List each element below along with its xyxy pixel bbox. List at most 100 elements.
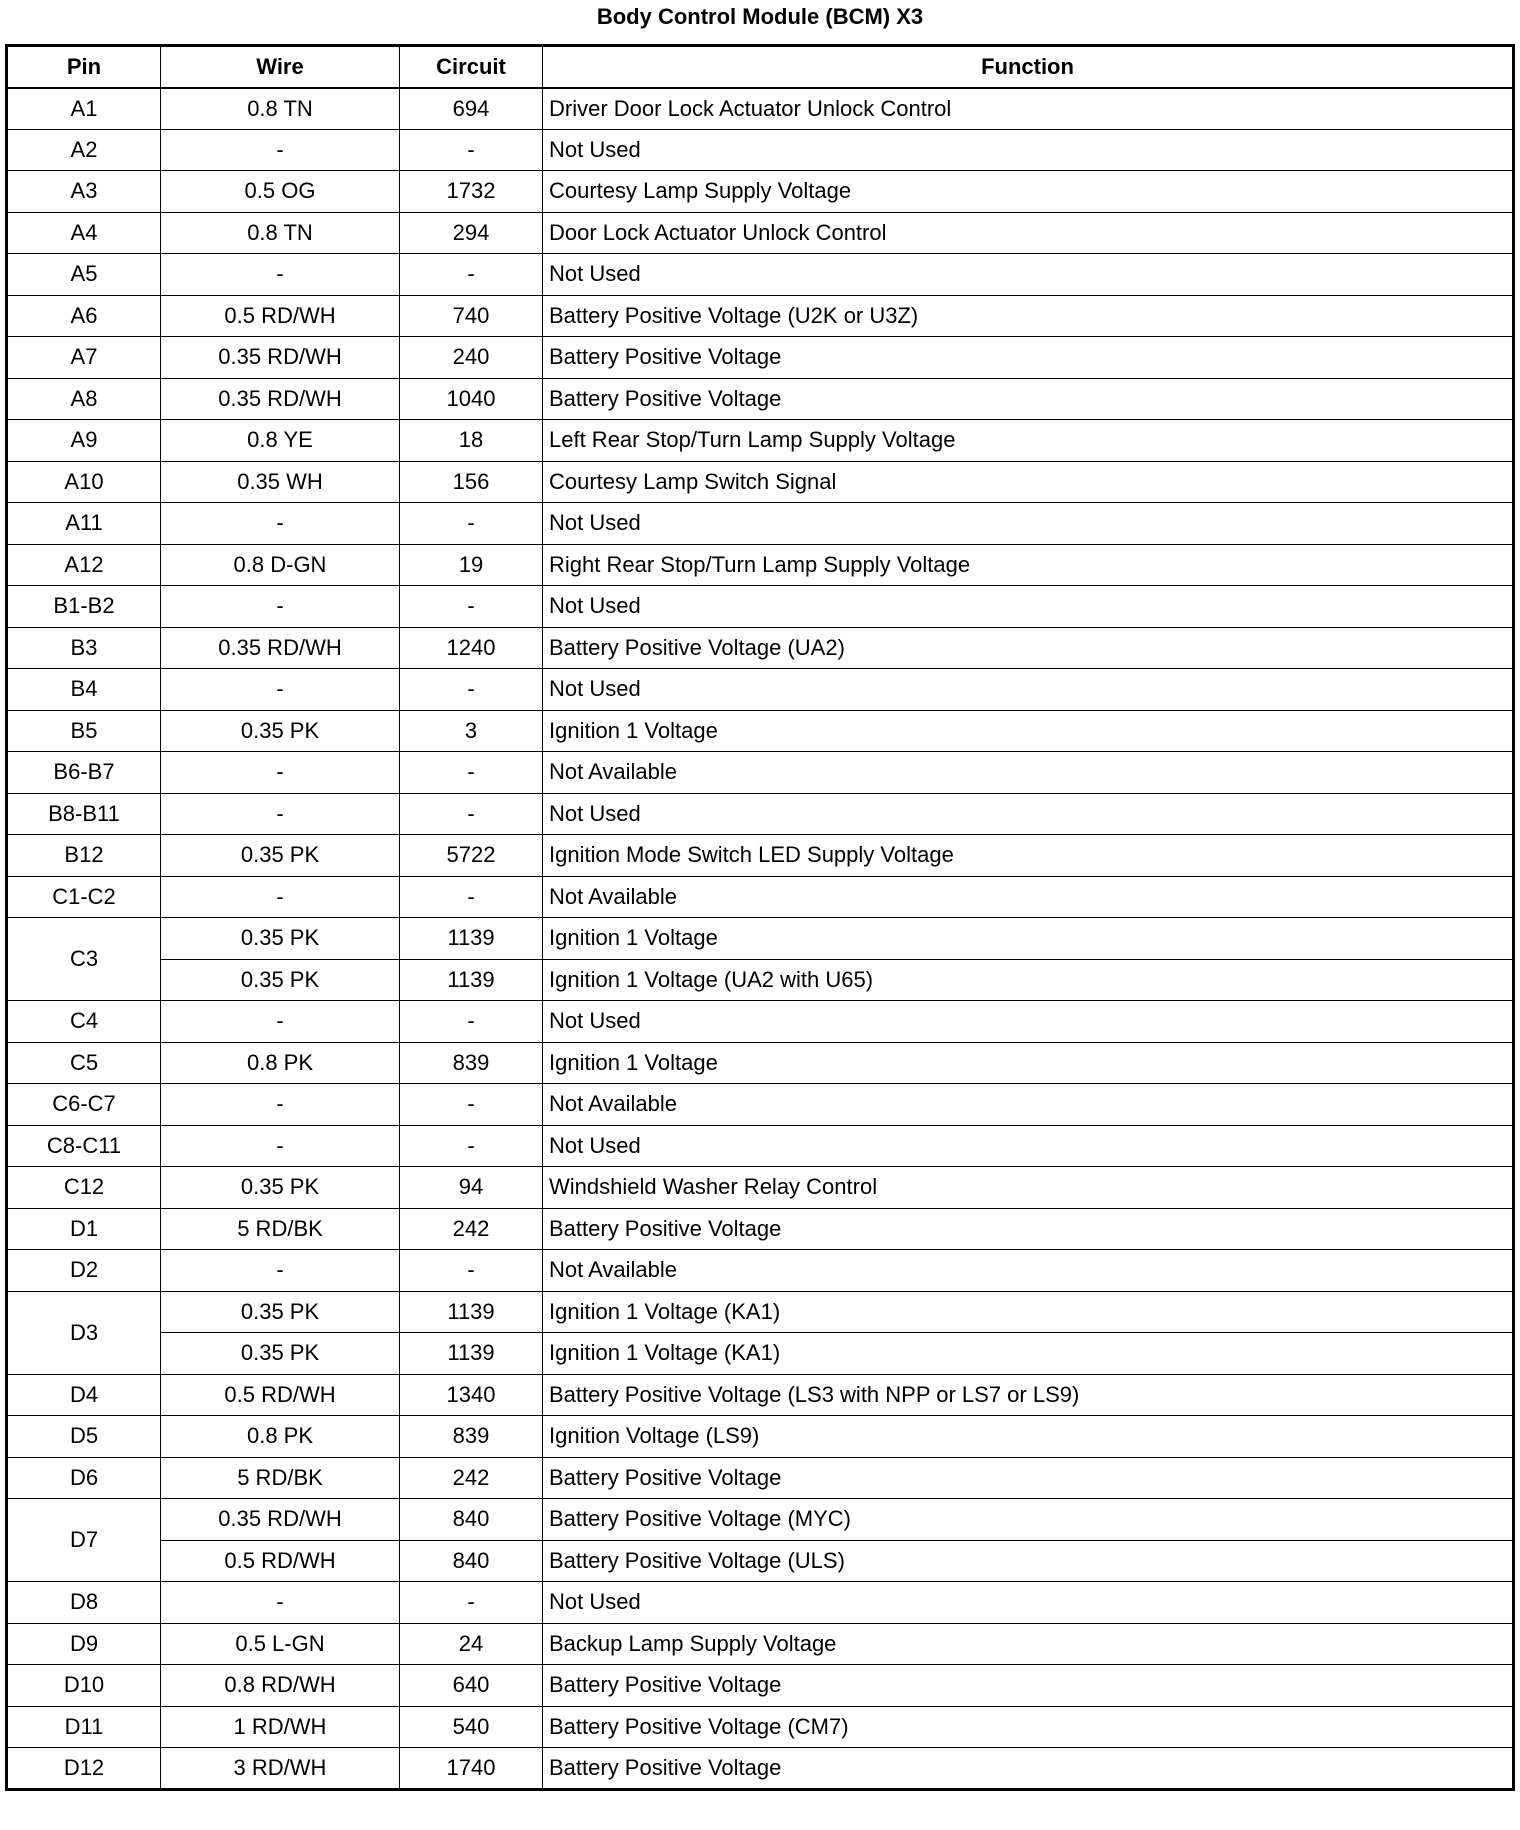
- table-row: D1 5 RD/BK 242 Battery Positive Voltage: [6, 1207, 1514, 1250]
- circuit-cell: -: [399, 668, 543, 711]
- table-row: 0.35 PK 1139 Ignition 1 Voltage (UA2 with …: [7, 958, 1514, 1001]
- table-row: B4- - Not Used: [6, 668, 1514, 711]
- function-cell: Courtesy Lamp Supply Voltage: [542, 170, 1514, 213]
- circuit-cell: -: [399, 1124, 543, 1167]
- pin-cell: A3: [6, 170, 161, 213]
- function-cell: Backup Lamp Supply Voltage: [542, 1622, 1514, 1665]
- circuit-cell: -: [399, 1083, 543, 1126]
- pin-cell: D10: [6, 1664, 161, 1707]
- pin-cell: B1-B2: [6, 585, 161, 628]
- function-cell: Not Used: [542, 585, 1514, 628]
- table-row: D11 1 RD/WH 540 Battery Positive Voltage (C…: [6, 1705, 1514, 1748]
- pin-cell: D4: [6, 1373, 161, 1416]
- pin-cell: A1: [6, 87, 161, 130]
- pin-cell: C1-C2: [6, 875, 161, 918]
- pin-cell: A11: [6, 502, 161, 545]
- circuit-cell: 294: [399, 211, 543, 254]
- circuit-cell: 840: [399, 1498, 543, 1541]
- function-cell: Battery Positive Voltage: [542, 1747, 1514, 1790]
- wire-cell: 0.8 TN: [160, 87, 400, 130]
- pin-cell: C6-C7: [6, 1083, 161, 1126]
- table-row: A1 0.8 TN 694 Driver Door Lock Actuator Unl…: [6, 87, 1514, 130]
- function-cell: Not Used: [542, 253, 1514, 296]
- table-row: 0.35 PK 1139 Ignition 1 Voltage (KA1): [7, 1332, 1514, 1375]
- wire-cell: 0.35 PK: [160, 709, 400, 752]
- pin-cell: A10: [6, 460, 161, 503]
- header-row: Pin Wire Circuit Function: [6, 45, 1514, 89]
- wire-cell: -: [160, 751, 400, 794]
- function-cell: Battery Positive Voltage (ULS): [542, 1539, 1514, 1582]
- circuit-cell: 3: [399, 709, 543, 752]
- pin-cell: A5: [6, 253, 161, 296]
- wire-cell: 0.8 PK: [160, 1415, 400, 1458]
- function-cell: Right Rear Stop/Turn Lamp Supply Voltage: [542, 543, 1514, 586]
- pin-cell: C3: [6, 917, 161, 1001]
- function-cell: Battery Positive Voltage: [542, 336, 1514, 379]
- table-row: A5- - Not Used: [6, 253, 1514, 296]
- wire-cell: -: [160, 1083, 400, 1126]
- header-wire: Wire: [160, 45, 400, 89]
- header-function: Function: [542, 45, 1514, 89]
- pin-cell: D7: [6, 1498, 161, 1582]
- table-row: A2- - Not Used: [6, 128, 1514, 171]
- circuit-cell: 1139: [399, 958, 543, 1001]
- circuit-cell: 240: [399, 336, 543, 379]
- circuit-cell: -: [399, 253, 543, 296]
- table-row: C8-C11- - Not Used: [6, 1124, 1514, 1167]
- function-cell: Not Used: [542, 1581, 1514, 1624]
- wire-cell: -: [160, 875, 400, 918]
- table-row: D12 3 RD/WH 1740 Battery Positive Voltage: [6, 1747, 1514, 1790]
- circuit-cell: -: [399, 751, 543, 794]
- circuit-cell: 242: [399, 1456, 543, 1499]
- pin-cell: D8: [6, 1581, 161, 1624]
- table-row: B5 0.35 PK 3 Ignition 1 Voltage: [6, 709, 1514, 752]
- circuit-cell: -: [399, 1000, 543, 1043]
- table-row: C4- - Not Used: [6, 1000, 1514, 1043]
- table-row: D9 0.5 L-GN 24 Backup Lamp Supply Voltage: [6, 1622, 1514, 1665]
- function-cell: Ignition 1 Voltage (UA2 with U65): [542, 958, 1514, 1001]
- circuit-cell: 1139: [399, 917, 543, 960]
- pin-cell: D2: [6, 1249, 161, 1292]
- pin-cell: A2: [6, 128, 161, 171]
- table-row: C6-C7- - Not Available: [6, 1083, 1514, 1126]
- wire-cell: 0.35 PK: [160, 917, 400, 960]
- circuit-cell: -: [399, 128, 543, 171]
- pin-cell: C12: [6, 1166, 161, 1209]
- circuit-cell: -: [399, 875, 543, 918]
- pin-cell: B4: [6, 668, 161, 711]
- table-row: D3 0.35 PK 1139 Ignition 1 Voltage (KA1): [6, 1290, 1514, 1375]
- wire-cell: -: [160, 668, 400, 711]
- header-circuit: Circuit: [399, 45, 543, 89]
- wire-cell: 0.35 RD/WH: [160, 626, 400, 669]
- wire-cell: -: [160, 1581, 400, 1624]
- table-row: B8-B11- - Not Used: [6, 792, 1514, 835]
- circuit-cell: 640: [399, 1664, 543, 1707]
- pin-cell: D5: [6, 1415, 161, 1458]
- table-row: B12 0.35 PK 5722 Ignition Mode Switch LED S…: [6, 834, 1514, 877]
- function-cell: Battery Positive Voltage: [542, 377, 1514, 420]
- pin-cell: D11: [6, 1705, 161, 1748]
- wire-cell: -: [160, 502, 400, 545]
- wire-cell: 0.35 PK: [160, 1166, 400, 1209]
- wire-cell: -: [160, 1249, 400, 1292]
- pinout-table: Pin Wire Circuit Function A1 0.8 TN 694 Dri…: [5, 44, 1515, 1791]
- circuit-cell: 1240: [399, 626, 543, 669]
- table-row: C1-C2- - Not Available: [6, 875, 1514, 918]
- function-cell: Courtesy Lamp Switch Signal: [542, 460, 1514, 503]
- pin-cell: D9: [6, 1622, 161, 1665]
- pin-cell: C5: [6, 1041, 161, 1084]
- table-row: C12 0.35 PK 94 Windshield Washer Relay Cont…: [6, 1166, 1514, 1209]
- pin-cell: A7: [6, 336, 161, 379]
- circuit-cell: 1040: [399, 377, 543, 420]
- wire-cell: -: [160, 585, 400, 628]
- function-cell: Battery Positive Voltage: [542, 1456, 1514, 1499]
- table-row: C5 0.8 PK 839 Ignition 1 Voltage: [6, 1041, 1514, 1084]
- circuit-cell: 839: [399, 1415, 543, 1458]
- function-cell: Not Available: [542, 1249, 1514, 1292]
- wire-cell: 3 RD/WH: [160, 1747, 400, 1790]
- wire-cell: 0.35 PK: [160, 1332, 400, 1375]
- function-cell: Not Used: [542, 128, 1514, 171]
- page-title: Body Control Module (BCM) X3: [596, 4, 924, 29]
- wire-cell: 0.5 L-GN: [160, 1622, 400, 1665]
- function-cell: Ignition 1 Voltage (KA1): [542, 1290, 1514, 1333]
